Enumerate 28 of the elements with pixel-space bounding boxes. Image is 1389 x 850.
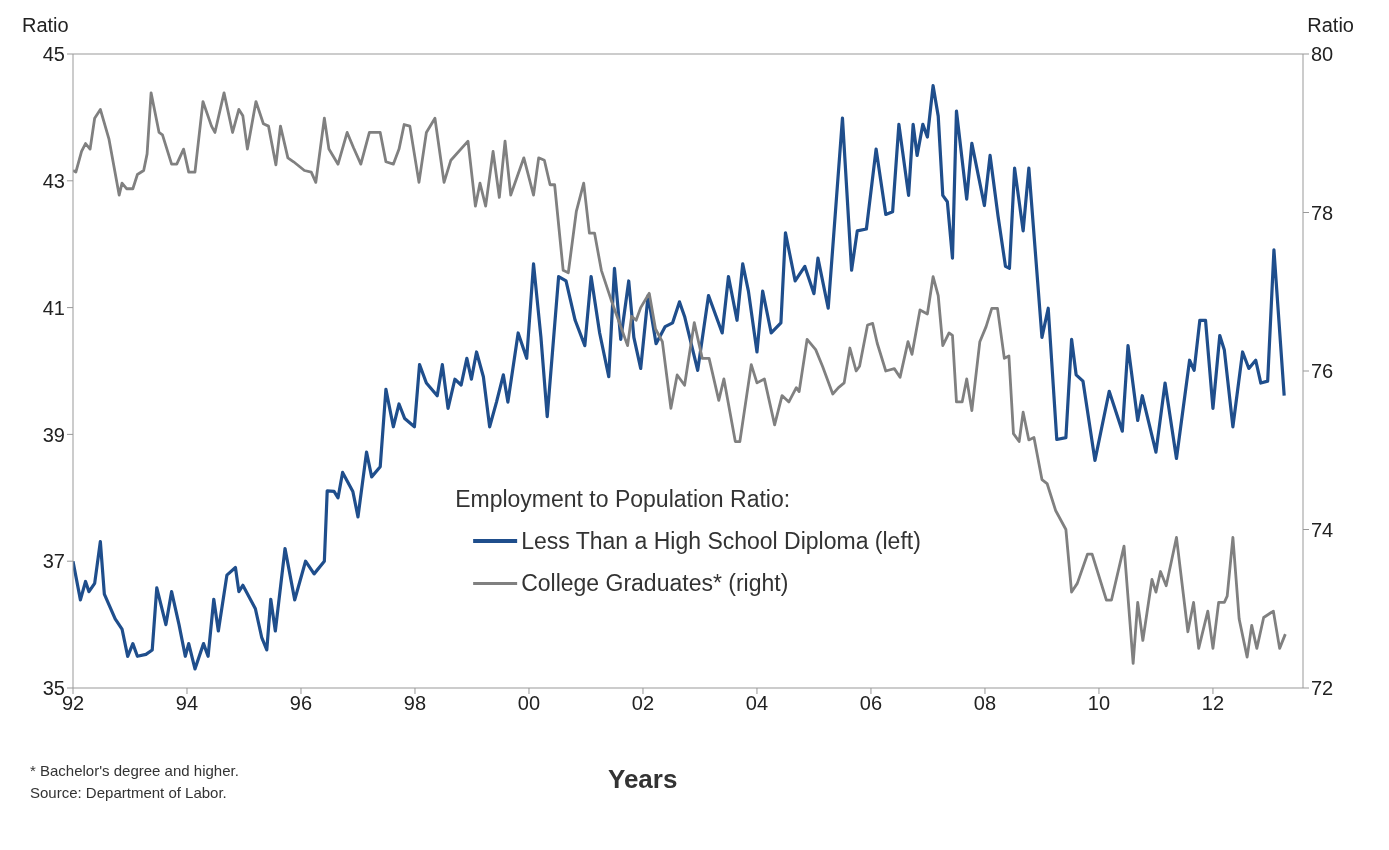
legend-title: Employment to Population Ratio:	[455, 485, 792, 514]
y-tick-label: 37	[42, 550, 65, 573]
legend-label: College Graduates* (right)	[521, 569, 789, 598]
x-tick-label: 04	[745, 692, 769, 715]
x-tick-label: 12	[1201, 692, 1225, 715]
text: * Bachelor's degree and higher.	[30, 761, 239, 781]
x-tick-label: 00	[517, 692, 541, 715]
x-tick-label: 10	[1087, 692, 1111, 715]
y2-tick-label: 78	[1311, 201, 1334, 224]
y2-axis-title: Ratio	[1307, 14, 1354, 37]
source-note: Source: Department of Labor.	[30, 783, 228, 803]
legend-label: Less Than a High School Diploma (left)	[521, 527, 921, 556]
y-axis-title: Ratio	[22, 14, 69, 37]
x-tick-label: 96	[289, 692, 313, 715]
x-tick-label: 06	[859, 692, 883, 715]
y2-tick-label: 72	[1311, 677, 1334, 700]
x-tick-label: 08	[973, 692, 997, 715]
x-tick-label: 98	[403, 692, 427, 715]
y-tick-label: 43	[42, 169, 65, 192]
x-tick-label: 02	[631, 692, 655, 715]
y2-tick-label: 76	[1311, 360, 1334, 383]
y-tick-label: 39	[42, 423, 65, 446]
y2-tick-label: 74	[1311, 518, 1334, 541]
y-tick-label: 45	[42, 43, 65, 66]
x-axis-title: Years	[608, 764, 678, 795]
y2-tick-label: 80	[1311, 43, 1334, 66]
y-tick-label: 41	[42, 296, 65, 319]
x-tick-label: 94	[175, 692, 199, 715]
